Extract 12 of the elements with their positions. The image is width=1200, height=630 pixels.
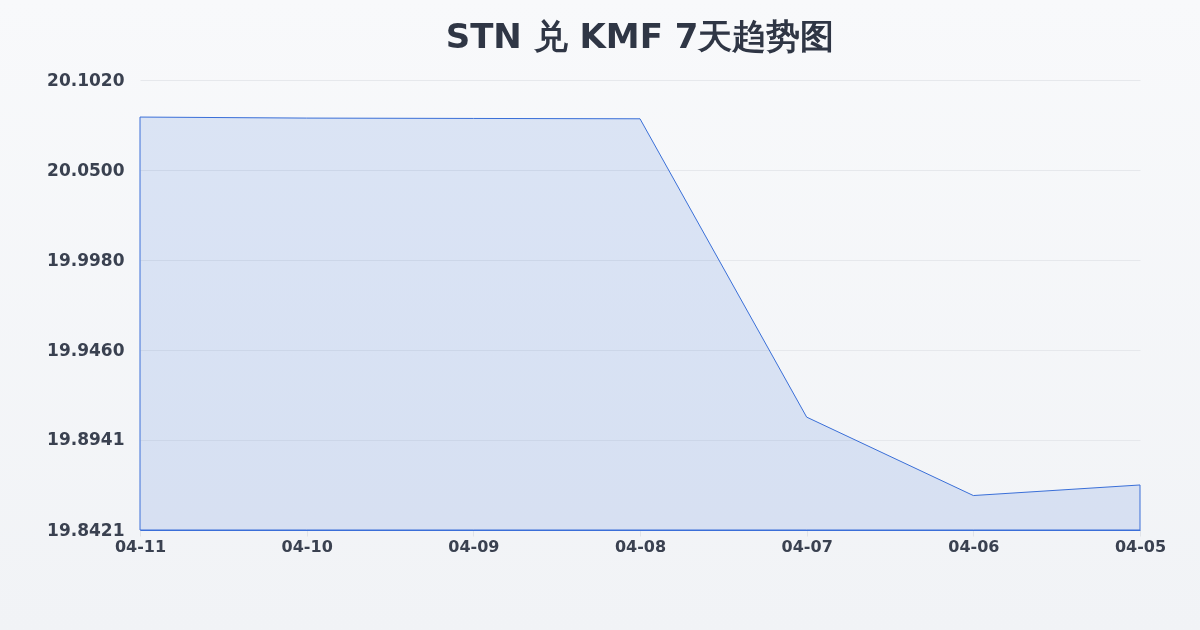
y-tick-label: 20.1020 <box>47 69 125 90</box>
x-tick-label: 04-10 <box>281 536 333 556</box>
x-tick-label: 04-08 <box>614 536 667 556</box>
y-tick-label: 19.9980 <box>47 249 125 270</box>
y-tick-label: 20.0500 <box>47 159 125 180</box>
x-tick-label: 04-07 <box>781 536 833 556</box>
chart-title: STN 兑 KMF 7天趋势图 <box>445 16 835 56</box>
x-tick-label: 04-09 <box>448 536 500 556</box>
y-tick-label: 19.9460 <box>47 339 125 360</box>
y-tick-label: 19.8941 <box>47 429 125 450</box>
x-tick-label: 04-05 <box>1114 536 1167 556</box>
x-tick-label: 04-06 <box>948 536 1000 556</box>
